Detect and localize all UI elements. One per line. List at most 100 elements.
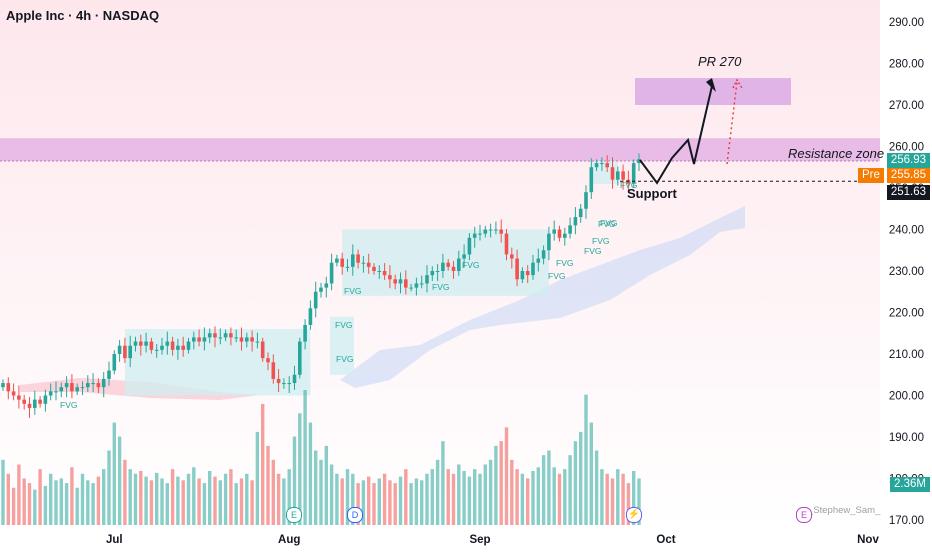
volume-bar	[510, 459, 514, 525]
candle-body	[356, 254, 360, 263]
volume-bar	[552, 467, 556, 525]
volume-bar	[393, 483, 397, 525]
candle-body	[160, 345, 164, 350]
candle-body	[38, 399, 42, 404]
candle-body	[245, 337, 249, 342]
volume-bar	[139, 471, 143, 525]
volume-bar	[155, 472, 159, 525]
volume-bar	[499, 441, 503, 525]
candle-body	[165, 341, 170, 346]
candle-body	[181, 345, 185, 350]
volume-value-label: 2.36M	[890, 477, 930, 492]
fvg-label: FVG	[598, 219, 615, 229]
candle-body	[86, 383, 90, 388]
candle-body	[282, 383, 286, 385]
volume-bar	[451, 473, 456, 525]
volume-bar	[404, 469, 408, 525]
candle-body	[515, 258, 519, 280]
signature-label: _Stephew_Sam_	[808, 505, 881, 516]
candle-body	[229, 333, 233, 338]
candle-body	[589, 167, 594, 193]
candle-body	[266, 358, 270, 363]
fvg-label: FVG	[584, 246, 601, 256]
volume-bar	[398, 476, 403, 525]
candle-body	[70, 383, 74, 392]
x-tick-label: Oct	[656, 534, 675, 546]
volume-bar	[266, 445, 270, 525]
volume-bar	[128, 469, 132, 525]
fvg-label: FVG	[592, 236, 609, 246]
volume-bar	[96, 476, 101, 525]
candle-body	[488, 229, 493, 231]
candle-body	[276, 378, 281, 384]
candle-body	[202, 337, 207, 342]
candle-body	[128, 345, 132, 359]
fvg-label: FVG	[432, 282, 449, 292]
volume-bar	[91, 483, 95, 525]
volume-bar	[282, 478, 286, 525]
candle-body	[541, 250, 546, 259]
volume-bar	[149, 480, 154, 525]
y-tick-label: 280.00	[889, 59, 924, 71]
projection-alt-arrowhead	[732, 78, 743, 89]
volume-bar	[626, 483, 631, 525]
projection-arrowhead	[706, 78, 716, 92]
candle-body	[11, 391, 16, 396]
candle-body	[446, 262, 450, 267]
volume-bar	[494, 445, 498, 525]
volume-bar	[245, 473, 249, 525]
x-tick-label: Jul	[106, 534, 123, 546]
candle-body	[308, 308, 313, 325]
volume-bar	[568, 455, 572, 525]
volume-bar	[144, 476, 148, 525]
candle-body	[525, 271, 530, 276]
volume-bar	[414, 478, 419, 525]
candle-body	[234, 337, 238, 339]
volume-bar	[563, 469, 567, 525]
volume-bar	[80, 473, 85, 525]
y-tick-label: 290.00	[889, 17, 924, 29]
volume-bar	[616, 469, 620, 525]
candle-body	[223, 333, 228, 338]
volume-bar	[520, 473, 525, 525]
zones-layer	[0, 78, 880, 400]
dividend-event-icon[interactable]: D	[347, 507, 363, 523]
volume-bar	[536, 467, 540, 525]
volume-bar	[377, 478, 381, 525]
volume-bar	[298, 413, 302, 525]
candle-body	[494, 229, 498, 231]
volume-bar	[462, 471, 466, 525]
volume-bar	[54, 480, 58, 525]
fvg-label: FVG	[462, 260, 479, 270]
candle-body	[54, 391, 58, 393]
y-tick-label: 270.00	[889, 100, 924, 112]
candle-body	[631, 163, 636, 184]
candle-body	[600, 163, 604, 165]
earnings-event-icon[interactable]: E	[286, 507, 302, 523]
lightning-icon[interactable]: ⚡	[626, 507, 642, 523]
volume-bar	[49, 473, 53, 525]
support-label: Support	[627, 186, 677, 201]
volume-bar	[579, 431, 583, 525]
volume-bar	[192, 467, 196, 525]
volume-bar	[483, 464, 487, 525]
candle-body	[393, 279, 397, 284]
volume-bar	[382, 473, 387, 525]
volume-bar	[38, 469, 42, 525]
candle-body	[303, 324, 307, 342]
candle-body	[133, 341, 138, 346]
axis-background	[880, 0, 932, 550]
volume-bar	[361, 480, 366, 525]
volume-bar	[229, 469, 233, 525]
resistance-zone-label: Resistance zone	[788, 146, 885, 161]
volume-bar	[531, 471, 535, 525]
candle-body	[605, 163, 609, 168]
candle-body	[510, 254, 514, 259]
candle-body	[557, 229, 562, 238]
candle-body	[467, 237, 472, 255]
support-price-label: 251.63	[886, 185, 930, 200]
candle-body	[17, 395, 21, 400]
volume-bar	[234, 483, 238, 525]
volume-bar	[202, 483, 207, 525]
